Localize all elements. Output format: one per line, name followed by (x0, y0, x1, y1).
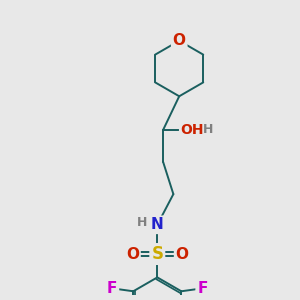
Text: H: H (203, 123, 214, 136)
Text: F: F (107, 281, 117, 296)
Text: O: O (126, 247, 139, 262)
Text: S: S (151, 245, 163, 263)
Text: OH: OH (181, 123, 204, 137)
Text: H: H (137, 216, 147, 229)
Text: F: F (197, 281, 208, 296)
Text: N: N (151, 217, 164, 232)
Text: O: O (176, 247, 189, 262)
Text: O: O (173, 33, 186, 48)
